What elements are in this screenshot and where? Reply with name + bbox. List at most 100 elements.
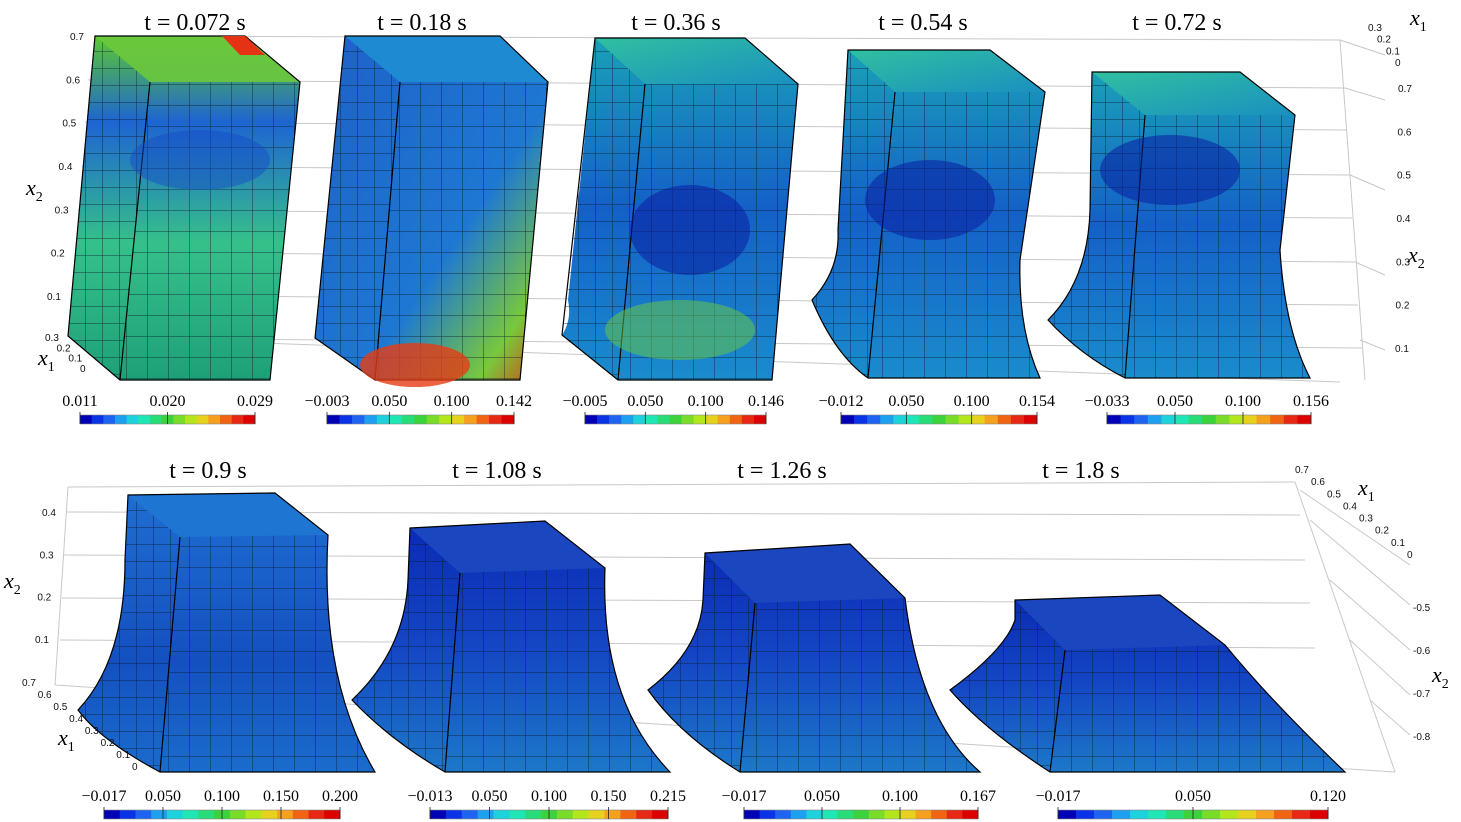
colorbar-tick-label: 0.050 [371, 393, 407, 410]
colorbar-swatch [104, 810, 121, 819]
colorbar-swatch [1148, 810, 1167, 819]
colorbar-swatch [837, 810, 854, 819]
colorbar-swatch [744, 810, 761, 819]
colorbar-swatch [1215, 415, 1230, 424]
axis-tick-label: 0.3 [1359, 514, 1373, 525]
colorbar-tick-label: 0.050 [145, 788, 181, 805]
colorbar-swatch [509, 810, 526, 819]
colorbar-swatch [1107, 415, 1122, 424]
colorbar-swatch [822, 810, 839, 819]
axis-tick-label: 0.6 [1398, 127, 1412, 138]
colorbar-swatch [351, 415, 365, 424]
colorbar-tick-label: 0.215 [650, 788, 686, 805]
colorbar-swatch [364, 415, 378, 424]
colorbar-swatch [1166, 810, 1185, 819]
colorbar-swatch [1058, 810, 1077, 819]
colorbar-swatch [932, 415, 947, 424]
colorbar-swatch [1130, 810, 1149, 819]
colorbar-swatch [308, 810, 325, 819]
colorbar-swatch [556, 810, 574, 819]
colorbar-swatch [476, 415, 490, 424]
axis-tick-label: 0.4 [1397, 214, 1411, 225]
colorbar-tick-label: 0.167 [960, 788, 996, 805]
colorbar-swatch [292, 810, 310, 819]
panel-9-title: t = 1.8 s [1042, 458, 1120, 484]
colorbar-tick-label: −0.033 [1084, 393, 1129, 410]
colorbar-swatch [588, 810, 606, 819]
colorbar-swatch [229, 810, 247, 819]
colorbar-swatch [984, 415, 999, 424]
colorbar-swatch [1243, 415, 1258, 424]
axis-tick-label: 0.3 [40, 550, 54, 561]
colorbar-swatch [461, 810, 479, 819]
colorbar-swatch [208, 415, 221, 424]
colorbar-swatch [1270, 415, 1285, 424]
colorbar-swatch [198, 810, 215, 819]
colorbar-swatch [1147, 415, 1162, 424]
colorbar-swatch [401, 415, 415, 424]
colorbar-swatch [182, 810, 199, 819]
axis-tick-label: 0.2 [1377, 35, 1391, 46]
colorbar-r1-p4: −0.012 0.050 0.100 0.154 [818, 393, 1055, 425]
colorbar-swatch [103, 415, 116, 424]
colorbar-tick-label: 0.100 [954, 393, 990, 410]
colorbar-tick-label: −0.003 [304, 393, 349, 410]
colorbar-swatch [1076, 810, 1095, 819]
colorbar-swatch [220, 415, 233, 424]
colorbar-swatch [854, 415, 868, 424]
panel-7-title: t = 1.08 s [452, 458, 542, 484]
colorbar-swatch [636, 810, 653, 819]
axis-tick-label: 0.6 [1311, 477, 1325, 488]
colorbar-swatch [717, 415, 731, 424]
colorbar-swatch [705, 415, 719, 424]
colorbar-tick-label: 0.150 [263, 788, 299, 805]
row1-right-x2-ticks: 0.7 0.6 0.5 0.4 0.3 0.2 0.1 [1395, 84, 1412, 355]
solid-panel-2 [314, 35, 549, 387]
colorbar-swatch [915, 810, 932, 819]
colorbar-swatch [493, 810, 510, 819]
colorbar-swatch [997, 415, 1012, 424]
row2-left-x2-ticks: 0.4 0.3 0.2 0.1 [35, 508, 56, 646]
axis-tick-label: 0 [80, 364, 86, 375]
colorbar-swatch [775, 810, 792, 819]
colorbar-swatch [1188, 415, 1203, 424]
colorbar-swatch [604, 810, 621, 819]
row2-left-x1-label: x1 [57, 725, 75, 755]
axis-tick-label: 0.5 [1397, 171, 1411, 182]
colorbar-swatch [900, 810, 917, 819]
colorbar-swatch [753, 415, 767, 424]
colorbar-swatch [115, 415, 128, 424]
solid-panel-6 [77, 492, 377, 773]
panel-3-title: t = 0.36 s [631, 10, 721, 36]
colorbar-swatch [1134, 415, 1149, 424]
solid-panel-5 [1047, 71, 1311, 379]
colorbar-swatch [693, 415, 707, 424]
colorbar-swatch [414, 415, 428, 424]
row1-left-x1-label: x1 [37, 345, 55, 375]
colorbar-swatch [376, 415, 390, 424]
colorbar-tick-label: 0.100 [688, 393, 724, 410]
axis-tick-label: 0.4 [1343, 501, 1357, 512]
colorbar-tick-label: 0.050 [472, 788, 508, 805]
colorbar-swatch [426, 415, 440, 424]
axis-tick-label: -0.6 [1413, 646, 1431, 657]
row2-left-x1-ticks: 0.70.60.50.40.30.20.10 [22, 678, 138, 773]
colorbar-swatch [1023, 415, 1038, 424]
colorbar-tick-label: 0.011 [62, 393, 97, 410]
colorbar-tick-label: 0.100 [204, 788, 240, 805]
colorbar-swatch [806, 810, 823, 819]
colorbar-swatch [464, 415, 478, 424]
colorbar-tick-label: 0.120 [1310, 788, 1346, 805]
colorbar-r2-p2: −0.013 0.050 0.100 0.150 0.215 [407, 788, 686, 820]
axis-tick-label: 0 [1395, 58, 1401, 69]
axis-tick-label: 0.2 [57, 343, 71, 354]
colorbar-swatch [135, 810, 152, 819]
axis-tick-label: 0.2 [37, 593, 51, 604]
colorbar-swatch [196, 415, 209, 424]
colorbar-swatch [729, 415, 743, 424]
colorbar-swatch [946, 810, 963, 819]
colorbar-swatch [451, 415, 465, 424]
row2-left-x2-label: x2 [3, 568, 21, 598]
axis-tick-label: 0.3 [1368, 23, 1382, 34]
axis-tick-label: 0 [1407, 550, 1413, 561]
